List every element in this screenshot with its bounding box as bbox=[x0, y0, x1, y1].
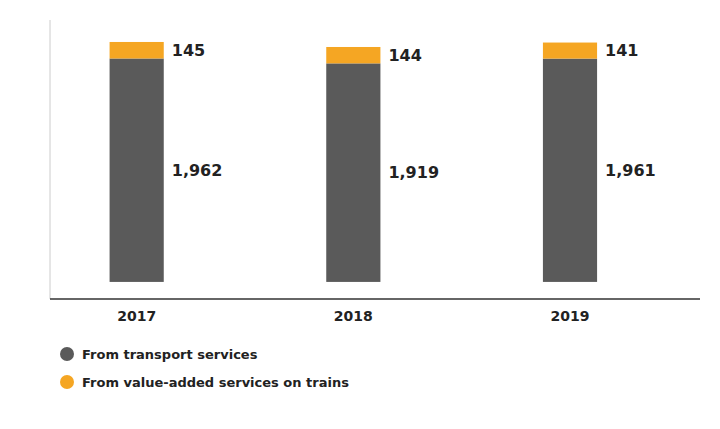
data-label: 1,919 bbox=[388, 163, 439, 182]
bar-segment bbox=[326, 47, 380, 63]
x-tick-label: 2018 bbox=[334, 308, 373, 324]
data-label: 1,961 bbox=[605, 161, 656, 180]
data-label: 141 bbox=[605, 41, 638, 60]
bar-segment bbox=[326, 63, 380, 282]
x-tick-label: 2019 bbox=[551, 308, 590, 324]
data-labels: 1,962 145 1,919 144 1,961 141 bbox=[172, 41, 656, 182]
legend-swatch bbox=[60, 347, 74, 361]
bar-segment bbox=[110, 42, 164, 59]
bars bbox=[110, 42, 598, 282]
data-label: 1,962 bbox=[172, 161, 223, 180]
data-label: 145 bbox=[172, 41, 205, 60]
legend: From transport services From value-added … bbox=[60, 347, 349, 390]
chart-container: 1,962 145 1,919 144 1,961 141 2017 2018 2019 From… bbox=[0, 0, 720, 429]
bar-segment bbox=[543, 43, 597, 59]
legend-label: From transport services bbox=[82, 347, 258, 362]
legend-swatch bbox=[60, 375, 74, 389]
data-label: 144 bbox=[388, 46, 421, 65]
bar-segment bbox=[110, 58, 164, 281]
bar-segment bbox=[543, 59, 597, 282]
chart: 1,962 145 1,919 144 1,961 141 2017 2018 2019 From… bbox=[0, 0, 720, 429]
x-tick-label: 2017 bbox=[117, 308, 156, 324]
y-axis-line bbox=[50, 20, 51, 299]
legend-label: From value-added services on trains bbox=[82, 375, 349, 390]
x-axis-line bbox=[50, 298, 700, 300]
